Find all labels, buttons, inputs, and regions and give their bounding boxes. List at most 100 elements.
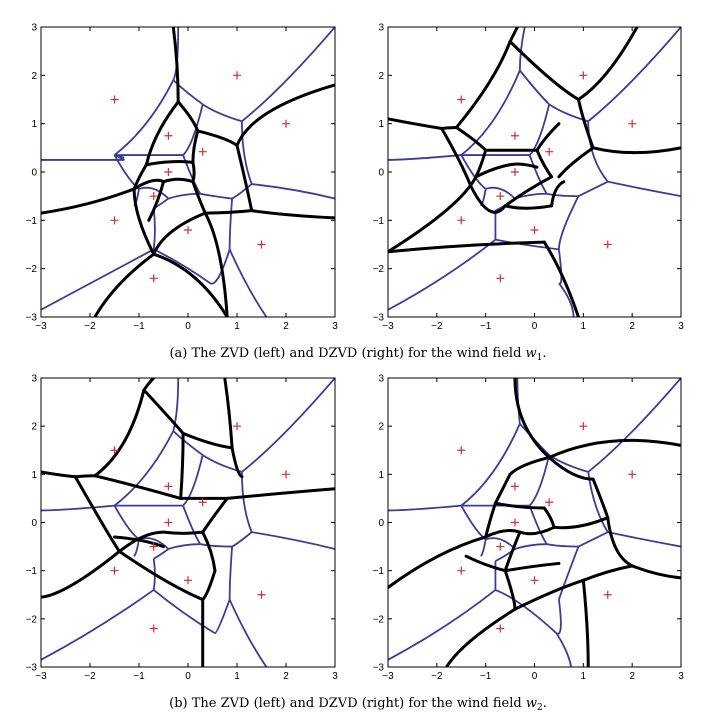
- dzvd-edge: [493, 501, 546, 510]
- dzvd-edge: [132, 187, 156, 256]
- dzvd-edge: [474, 163, 512, 179]
- dzvd-edge: [440, 126, 458, 130]
- site-marker: [457, 95, 466, 104]
- zvd-edge: [558, 546, 580, 600]
- zvd-edge: [200, 192, 233, 200]
- site-marker: [164, 518, 173, 527]
- x-tick-label: 0: [185, 671, 191, 682]
- zvd-edge: [113, 79, 175, 156]
- x-tick-label: −2: [431, 671, 443, 682]
- caption-b-sub: 2: [537, 703, 543, 713]
- dzvd-edge: [93, 388, 146, 478]
- caption-b-var: w: [526, 696, 537, 711]
- zvd-edge: [153, 589, 216, 635]
- y-tick-label: −3: [373, 663, 385, 674]
- caption-a-var: w: [526, 346, 537, 361]
- x-tick-label: 1: [234, 671, 240, 682]
- site-marker: [184, 226, 192, 234]
- dzvd-edge: [552, 516, 610, 530]
- site-marker: [530, 226, 539, 234]
- zvd-edge: [168, 543, 201, 550]
- x-tick-label: −1: [480, 321, 492, 332]
- site-marker: [257, 590, 266, 599]
- zvd-edge: [152, 208, 156, 250]
- site-marker: [110, 566, 119, 575]
- zvd-edge: [182, 454, 204, 507]
- site-marker: [545, 147, 554, 156]
- site-marker: [110, 216, 119, 225]
- site-marker: [510, 518, 519, 527]
- y-tick-label: 3: [378, 374, 384, 385]
- site-marker: [110, 446, 119, 455]
- zvd-edge: [231, 183, 253, 200]
- caption-b-label: (b): [169, 696, 187, 711]
- site-marker: [603, 590, 612, 599]
- y-tick-label: 1: [31, 470, 37, 481]
- x-tick-label: −2: [84, 671, 96, 682]
- x-tick-label: −3: [382, 671, 394, 682]
- x-tick-label: −1: [133, 321, 145, 332]
- zvd-edge: [172, 430, 204, 456]
- site-marker: [510, 131, 519, 140]
- zvd-edge: [578, 531, 609, 548]
- zvd-edge: [133, 539, 140, 557]
- dzvd-edge: [250, 209, 335, 220]
- plot-area: [41, 378, 335, 667]
- zvd-edge: [138, 186, 170, 200]
- site-marker: [184, 576, 192, 585]
- plot-area: [388, 378, 681, 667]
- zvd-edge: [200, 543, 233, 548]
- zvd-edge: [168, 192, 201, 200]
- zvd-edge: [495, 589, 558, 634]
- zvd-edge: [231, 531, 253, 548]
- dzvd-edge: [162, 530, 205, 535]
- dzvd-edge: [132, 178, 165, 191]
- zvd-edge: [228, 198, 233, 250]
- dzvd-edge: [73, 474, 97, 479]
- dzvd-edge: [547, 438, 681, 459]
- axes-frame: [387, 26, 682, 318]
- zvd-edge: [460, 505, 487, 541]
- zvd-edge: [514, 543, 547, 550]
- zvd-edge: [153, 248, 211, 284]
- dzvd-edge: [203, 211, 229, 317]
- site-marker: [628, 470, 637, 479]
- panel-a-right-dzvd: −3 −2 −1 0 1 2 3 −3 −2 −1 0 1 2 3: [373, 23, 685, 333]
- dzvd-edge: [191, 180, 207, 215]
- dzvd-edge: [445, 607, 517, 667]
- zvd-edge: [528, 154, 548, 195]
- zvd-edge: [241, 471, 253, 533]
- dzvd-edge: [493, 472, 512, 505]
- x-tick-label: 2: [629, 671, 635, 682]
- y-tick-label: 2: [378, 422, 384, 433]
- dzvd-edge: [147, 180, 165, 222]
- dzvd-edge: [503, 204, 554, 210]
- site-marker: [496, 624, 505, 633]
- dzvd-edge: [503, 175, 554, 208]
- dzvd-edge: [557, 146, 595, 179]
- zvd-edge: [518, 27, 526, 71]
- x-tick-label: 3: [332, 321, 338, 332]
- dzvd-edge: [162, 177, 195, 184]
- dzvd-edge: [550, 180, 566, 208]
- zvd-edge: [113, 505, 140, 541]
- x-tick-label: −3: [35, 321, 47, 332]
- site-marker: [496, 542, 505, 551]
- zvd-edge: [388, 589, 496, 661]
- y-tick-label: 1: [378, 470, 384, 481]
- dzvd-edge: [179, 431, 185, 500]
- zvd-edge: [587, 27, 681, 122]
- dzvd-edge: [93, 474, 183, 500]
- dzvd-edge: [388, 175, 478, 254]
- dzvd-edge: [388, 240, 546, 254]
- site-marker: [603, 240, 612, 249]
- x-tick-label: 1: [234, 321, 240, 332]
- dzvd-edge: [117, 530, 165, 553]
- site-marker: [579, 422, 588, 431]
- zvd-edge: [241, 27, 335, 122]
- site-marker: [510, 482, 519, 491]
- site-marker: [149, 274, 158, 283]
- dzvd-edge: [535, 148, 554, 179]
- dzvd-edge: [117, 549, 205, 602]
- zvd-edge: [388, 238, 496, 311]
